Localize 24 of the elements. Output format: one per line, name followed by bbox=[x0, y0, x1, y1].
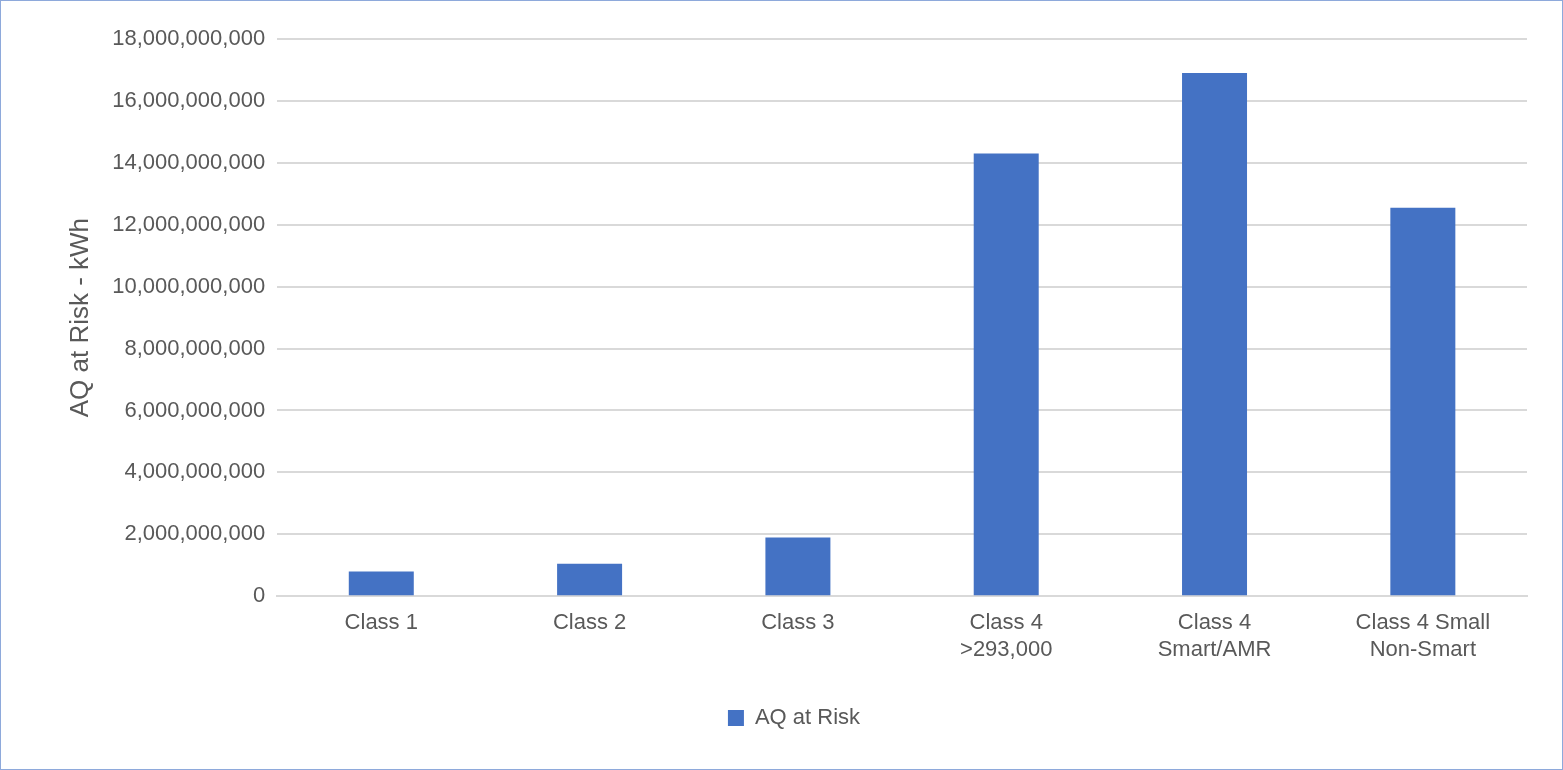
y-tick-label: 8,000,000,000 bbox=[124, 334, 266, 360]
y-tick-label: 4,000,000,000 bbox=[124, 458, 266, 484]
y-tick-label: 12,000,000,000 bbox=[112, 210, 266, 236]
x-tick-label: Class 4 Small Non-Smart bbox=[1355, 609, 1491, 661]
y-tick-label: 10,000,000,000 bbox=[112, 272, 266, 298]
y-axis-title: AQ at Risk - kWh bbox=[63, 217, 94, 418]
y-tick-label: 0 bbox=[252, 582, 266, 608]
bar bbox=[765, 537, 831, 596]
y-tick-label: 16,000,000,000 bbox=[112, 86, 266, 112]
x-tick-label: Class 4 Smart/AMR bbox=[1157, 609, 1272, 661]
bar bbox=[1182, 73, 1248, 596]
y-tick-label: 2,000,000,000 bbox=[124, 520, 266, 546]
y-tick-label: 6,000,000,000 bbox=[124, 396, 266, 422]
x-tick-label: Class 2 bbox=[552, 609, 627, 635]
legend-label: AQ at Risk bbox=[754, 704, 862, 730]
y-tick-label: 18,000,000,000 bbox=[112, 25, 266, 51]
x-tick-label: Class 4 >293,000 bbox=[960, 609, 1053, 661]
x-tick-label: Class 1 bbox=[344, 609, 418, 635]
bar bbox=[973, 153, 1039, 596]
bar bbox=[1390, 207, 1456, 596]
bar bbox=[557, 563, 623, 596]
y-tick-label: 14,000,000,000 bbox=[112, 148, 266, 174]
bar bbox=[348, 571, 414, 596]
x-tick-label: Class 3 bbox=[761, 609, 835, 635]
